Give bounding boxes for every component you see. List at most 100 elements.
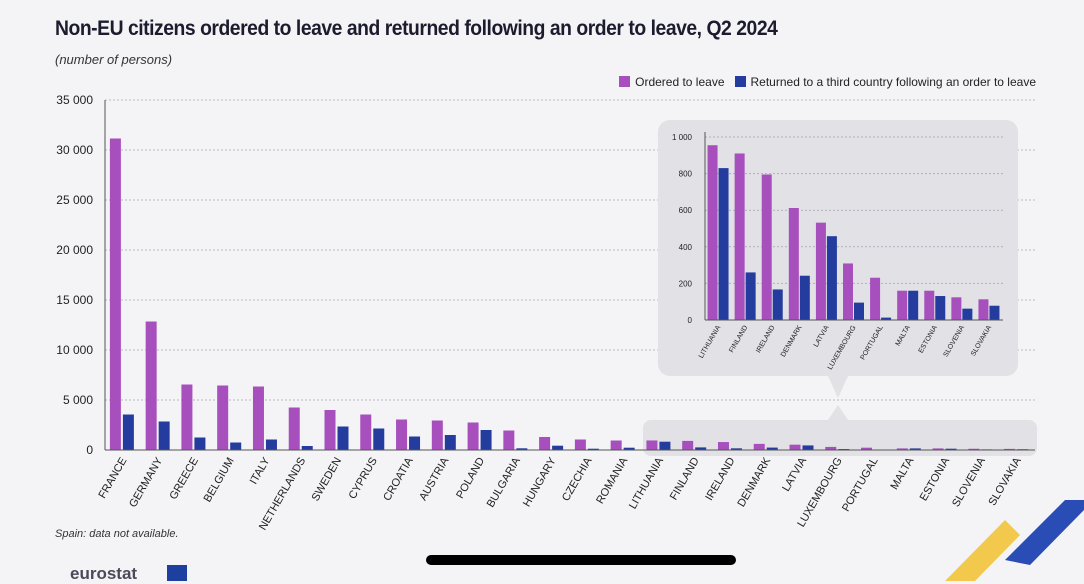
x-tick-label: LITHUANIA (627, 455, 666, 511)
x-tick-label: SLOVENIA (950, 455, 988, 509)
bar-belgium-ordered (217, 386, 228, 451)
bar-france-ordered (110, 139, 121, 451)
inset-bar-lithuania-ordered (708, 145, 718, 320)
inset-y-tick-label: 600 (679, 206, 693, 215)
x-tick-label: POLAND (454, 455, 487, 500)
x-tick-label: CYPRUS (347, 456, 380, 502)
eu-flag-icon (167, 565, 187, 581)
y-tick-label: 25 000 (56, 193, 93, 207)
y-tick-label: 5 000 (63, 393, 93, 407)
x-tick-label: HUNGARY (521, 455, 559, 509)
inset-bar-ireland-returned (773, 289, 783, 320)
bar-netherlands-ordered (289, 408, 300, 451)
eurostat-logo: eurostat (70, 564, 137, 584)
bar-denmark-ordered (754, 444, 765, 450)
inset-bar-denmark-returned (800, 276, 810, 320)
x-tick-label: CZECHIA (560, 455, 595, 503)
x-tick-label: FINLAND (668, 455, 702, 502)
y-tick-label: 10 000 (56, 343, 93, 357)
x-tick-label: AUSTRIA (417, 455, 452, 503)
x-tick-label: SLOVAKIA (987, 455, 1025, 508)
home-indicator[interactable] (426, 555, 736, 565)
y-tick-label: 35 000 (56, 93, 93, 107)
x-tick-label: CROATIA (381, 455, 416, 503)
bar-romania-ordered (611, 441, 622, 451)
inset-bar-finland-ordered (735, 153, 745, 320)
x-tick-label: FRANCE (96, 456, 129, 501)
bar-italy-ordered (253, 387, 264, 451)
y-tick-label: 15 000 (56, 293, 93, 307)
bar-belgium-returned (230, 443, 241, 451)
bar-austria-returned (445, 435, 456, 450)
y-tick-label: 30 000 (56, 143, 93, 157)
x-tick-label: SWEDEN (310, 455, 345, 503)
inset-bar-estonia-ordered (924, 291, 934, 320)
bar-croatia-ordered (396, 420, 407, 451)
x-tick-label: GREECE (167, 456, 201, 502)
y-tick-label: 20 000 (56, 243, 93, 257)
x-tick-label: IRELAND (703, 455, 737, 502)
x-tick-label: LATVIA (780, 455, 809, 494)
x-tick-label: BELGIUM (202, 456, 237, 505)
x-tick-label: ROMANIA (594, 455, 630, 506)
x-tick-label: ESTONIA (918, 455, 953, 503)
inset-bar-malta-returned (908, 291, 918, 320)
inset-bar-lithuania-returned (719, 168, 729, 320)
bar-france-returned (123, 415, 134, 451)
bar-poland-returned (481, 430, 492, 450)
bar-germany-returned (159, 422, 170, 451)
bar-ireland-ordered (718, 442, 729, 450)
bar-sweden-ordered (325, 410, 336, 450)
inset-bar-estonia-returned (935, 296, 945, 320)
inset-bar-finland-returned (746, 272, 756, 320)
inset-bar-slovenia-returned (962, 309, 972, 320)
bar-greece-returned (194, 438, 205, 451)
bar-czechia-ordered (575, 440, 586, 451)
x-tick-label: GERMANY (127, 455, 166, 510)
inset-bar-slovenia-ordered (951, 297, 961, 320)
bar-italy-returned (266, 440, 277, 451)
y-tick-label: 0 (86, 443, 93, 457)
x-tick-label: PORTUGAL (840, 456, 881, 514)
footnote: Spain: data not available. (55, 528, 179, 540)
bar-lithuania-returned (659, 442, 670, 450)
bar-finland-ordered (682, 441, 693, 450)
inset-bar-ireland-ordered (762, 175, 772, 320)
bar-germany-ordered (146, 322, 157, 451)
inset-bar-latvia-returned (827, 236, 837, 320)
x-tick-label: BULGARIA (485, 455, 524, 510)
inset-y-tick-label: 400 (679, 243, 693, 252)
x-tick-label: DENMARK (735, 455, 773, 509)
bar-bulgaria-ordered (503, 431, 514, 451)
bar-poland-ordered (468, 423, 479, 451)
inset-bar-luxembourg-ordered (843, 263, 853, 320)
x-tick-label: MALTA (888, 455, 916, 492)
bar-greece-ordered (181, 385, 192, 451)
bar-austria-ordered (432, 421, 443, 451)
bar-hungary-ordered (539, 437, 550, 450)
inset-bar-latvia-ordered (816, 223, 826, 320)
bar-sweden-returned (338, 427, 349, 451)
decor-yellow-stripe (945, 520, 1020, 581)
bar-netherlands-returned (302, 446, 313, 450)
inset-bar-denmark-ordered (789, 208, 799, 320)
inset-bar-slovakia-ordered (978, 299, 988, 320)
bar-lithuania-ordered (646, 440, 657, 450)
bar-latvia-ordered (790, 445, 801, 450)
x-tick-label: ITALY (248, 455, 273, 487)
inset-y-tick-label: 800 (679, 170, 693, 179)
bar-cyprus-returned (373, 429, 384, 451)
bar-latvia-returned (803, 445, 814, 450)
inset-pointer (828, 376, 848, 398)
bar-croatia-returned (409, 437, 420, 451)
inset-bar-slovakia-returned (989, 306, 999, 320)
inset-y-tick-label: 0 (688, 316, 693, 325)
inset-bar-malta-ordered (897, 291, 907, 320)
inset-highlight-region (643, 420, 1037, 456)
inset-y-tick-label: 1 000 (672, 133, 693, 142)
inset-bar-portugal-ordered (870, 278, 880, 320)
bar-cyprus-ordered (360, 415, 371, 451)
bar-hungary-returned (552, 446, 563, 450)
inset-bar-luxembourg-returned (854, 303, 864, 320)
